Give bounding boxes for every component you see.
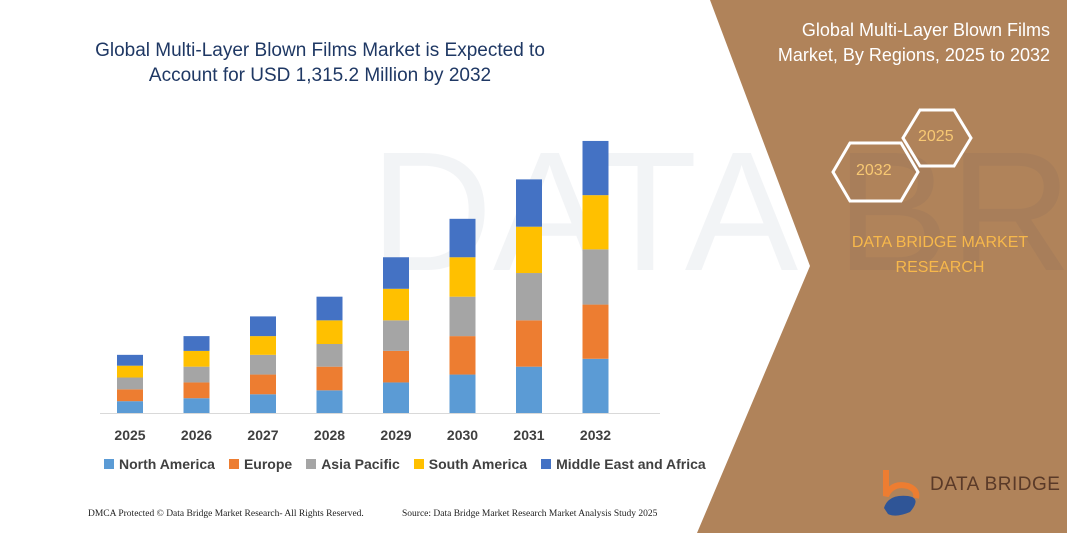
bar-2027-south-america [250, 336, 276, 355]
bar-2030-north-america [449, 374, 476, 413]
legend-swatch [104, 459, 114, 469]
bar-2031-north-america [516, 366, 542, 413]
bar-2026-south-america [183, 350, 210, 367]
bar-2027-north-america [250, 394, 276, 413]
x-tick-label: 2031 [513, 427, 544, 443]
data-bridge-logo-icon [883, 470, 920, 516]
bar-2026-asia-pacific [183, 366, 210, 383]
x-tick-label: 2030 [447, 427, 478, 443]
bar-2027-europe [250, 374, 276, 395]
hex-label-2025: 2025 [918, 128, 954, 145]
bar-2031-europe [516, 320, 542, 367]
bar-2025-middle-east-and-africa [117, 354, 143, 366]
bar-2031-middle-east-and-africa [516, 179, 542, 227]
footer-source: Source: Data Bridge Market Research Mark… [402, 509, 658, 519]
bar-2029-middle-east-and-africa [383, 257, 409, 289]
bar-2032-north-america [582, 358, 609, 413]
bar-2027-asia-pacific [250, 354, 276, 375]
bar-2025-europe [117, 389, 143, 402]
bar-2025-south-america [117, 365, 143, 378]
legend-swatch [228, 459, 239, 469]
legend-item: Asia Pacific [306, 456, 400, 472]
bar-2032-asia-pacific [582, 249, 609, 305]
bar-2025-asia-pacific [117, 377, 143, 390]
side-panel-title: Global Multi-Layer Blown Films Market, B… [777, 20, 1050, 65]
hexagon-2032-icon [831, 141, 920, 203]
footer-copyright: DMCA Protected © Data Bridge Market Rese… [88, 509, 364, 519]
legend-label: Asia Pacific [321, 456, 400, 472]
legend-item: North America [104, 456, 215, 472]
x-tick-label: 2027 [247, 427, 278, 443]
bar-2030-south-america [449, 257, 476, 297]
bar-2032-middle-east-and-africa [582, 140, 609, 196]
legend-label: Europe [243, 456, 293, 472]
legend-label: North America [119, 456, 215, 472]
side-panel [697, 0, 1067, 533]
legend-swatch [306, 459, 317, 469]
legend-label: Middle East and Africa [556, 456, 706, 472]
chart-legend: North America Europe Asia Pacific South Ame… [104, 456, 706, 472]
logo-text: DATA BRIDGE [930, 474, 1061, 495]
bar-2032-europe [582, 304, 609, 359]
bar-2029-north-america [383, 382, 409, 413]
hexagon-2025-icon [901, 108, 973, 168]
legend-item: Middle East and Africa [541, 456, 706, 472]
bar-2030-europe [449, 336, 476, 375]
bar-2029-asia-pacific [383, 320, 409, 351]
hex-label-2032: 2032 [856, 162, 892, 179]
bar-2026-europe [183, 382, 210, 399]
x-tick-label: 2029 [380, 427, 411, 443]
bar-2030-middle-east-and-africa [449, 218, 476, 258]
bar-2028-south-america [316, 320, 343, 344]
x-tick-label: 2026 [181, 427, 212, 443]
x-tick-label: 2025 [114, 427, 145, 443]
svg-text:DATA BRIDGE: DATA BRIDGE [370, 117, 1067, 307]
brand-text: DATA BRIDGE MARKET RESEARCH [851, 234, 1029, 276]
bar-2025-north-america [117, 401, 143, 413]
bar-2028-north-america [316, 390, 343, 413]
x-tick-label: 2032 [580, 427, 611, 443]
bar-2028-asia-pacific [316, 344, 343, 367]
bar-2027-middle-east-and-africa [250, 316, 276, 337]
bar-2026-north-america [183, 398, 210, 413]
legend-swatch [541, 459, 552, 469]
chart-title: Global Multi-Layer Blown Films Market is… [95, 40, 545, 86]
legend-label: South America [428, 456, 528, 472]
watermark: DATA BRIDGE [370, 117, 1067, 307]
bar-2030-asia-pacific [449, 296, 476, 337]
bar-2032-south-america [582, 195, 609, 250]
bar-2029-south-america [383, 288, 409, 321]
bar-2031-asia-pacific [516, 273, 542, 321]
legend-swatch [413, 459, 424, 469]
stacked-bar-chart: 2025 2026 2027 2028 2029 2030 2031 2032 [100, 140, 660, 443]
bar-2026-middle-east-and-africa [183, 336, 210, 351]
bar-2029-europe [383, 350, 409, 383]
x-tick-label: 2028 [314, 427, 345, 443]
bar-2031-south-america [516, 226, 542, 274]
legend-item: Europe [228, 456, 293, 472]
bar-2028-europe [316, 366, 343, 391]
legend-item: South America [413, 456, 528, 472]
bar-2028-middle-east-and-africa [316, 296, 343, 321]
